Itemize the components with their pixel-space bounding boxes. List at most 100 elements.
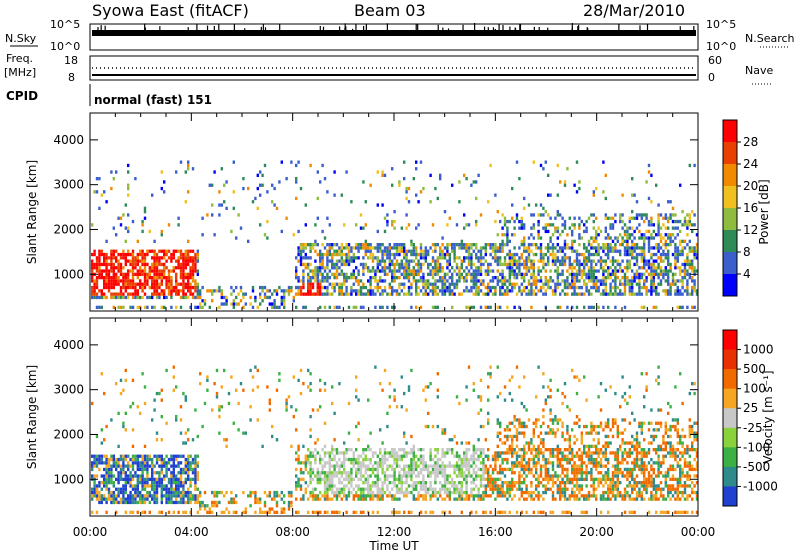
data-cell — [475, 219, 478, 224]
data-cell — [441, 282, 444, 286]
data-cell — [683, 289, 687, 293]
nsky-spike — [447, 28, 450, 31]
data-cell — [333, 411, 336, 415]
data-cell — [309, 388, 312, 392]
data-cell — [405, 262, 408, 267]
data-cell — [592, 239, 595, 243]
data-cell — [220, 167, 223, 171]
data-cell — [403, 481, 406, 485]
data-cell — [515, 418, 519, 422]
data-cell — [129, 497, 132, 501]
data-cell — [95, 494, 99, 498]
data-cell — [506, 461, 509, 465]
data-cell — [429, 451, 432, 455]
data-cell — [110, 494, 113, 498]
data-cell — [494, 193, 497, 197]
data-cell — [177, 510, 180, 514]
data-cell — [506, 428, 509, 432]
data-cell — [448, 490, 451, 495]
data-cell — [506, 219, 509, 224]
data-cell — [463, 259, 466, 263]
data-cell — [326, 266, 329, 270]
data-cell — [153, 289, 156, 293]
data-cell — [410, 490, 413, 495]
data-cell — [393, 305, 396, 309]
data-cell — [595, 229, 598, 234]
data-cell — [381, 388, 384, 392]
data-cell — [530, 226, 533, 230]
data-cell — [520, 262, 523, 267]
data-cell — [338, 282, 341, 286]
data-cell — [638, 282, 641, 286]
data-cell — [319, 497, 322, 501]
data-cell — [472, 454, 475, 458]
data-cell — [496, 256, 499, 260]
data-cell — [386, 266, 389, 270]
data-cell — [364, 494, 367, 498]
data-cell — [506, 424, 509, 429]
data-cell — [525, 266, 528, 270]
data-cell — [170, 282, 173, 286]
nsky-spike — [494, 28, 496, 31]
data-cell — [429, 448, 432, 452]
data-cell — [158, 276, 161, 280]
data-cell — [184, 500, 187, 505]
data-cell — [645, 213, 648, 217]
data-cell — [587, 266, 591, 270]
data-cell — [295, 180, 298, 184]
data-cell — [443, 252, 447, 257]
data-cell — [592, 279, 595, 283]
data-cell — [155, 262, 159, 267]
data-cell — [271, 302, 274, 306]
data-cell — [693, 282, 696, 286]
data-cell — [131, 219, 135, 224]
data-cell — [187, 282, 190, 286]
data-cell — [119, 272, 123, 276]
data-cell — [189, 266, 192, 270]
data-cell — [443, 428, 447, 432]
data-cell — [611, 272, 615, 276]
data-cell — [554, 246, 557, 250]
data-cell — [503, 398, 507, 402]
data-cell — [479, 279, 483, 283]
data-cell — [434, 243, 437, 247]
data-cell — [388, 395, 391, 399]
data-cell — [179, 249, 183, 253]
data-cell — [119, 256, 123, 260]
data-cell — [412, 461, 415, 465]
data-cell — [532, 259, 535, 263]
data-cell — [232, 421, 235, 425]
data-cell — [393, 474, 396, 478]
data-cell — [544, 229, 547, 234]
data-cell — [299, 477, 303, 481]
data-cell — [467, 448, 471, 452]
data-cell — [369, 494, 372, 498]
data-cell — [359, 262, 363, 267]
data-cell — [477, 269, 480, 273]
data-cell — [398, 490, 401, 495]
data-cell — [338, 471, 341, 475]
data-cell — [93, 487, 96, 491]
data-cell — [333, 170, 336, 174]
data-cell — [590, 262, 593, 267]
data-cell — [487, 305, 490, 309]
data-cell — [439, 173, 442, 177]
data-cell — [458, 494, 461, 498]
data-cell — [134, 262, 137, 267]
data-cell — [141, 272, 144, 276]
data-cell — [487, 398, 490, 402]
data-cell — [143, 216, 147, 220]
data-cell — [443, 471, 447, 475]
data-cell — [674, 282, 677, 286]
data-cell — [345, 457, 348, 462]
data-cell — [434, 481, 437, 485]
data-cell — [369, 243, 372, 247]
data-cell — [256, 385, 259, 389]
data-cell — [609, 259, 612, 263]
data-cell — [496, 262, 499, 267]
data-cell — [472, 276, 475, 280]
data-cell — [170, 305, 173, 309]
data-cell — [515, 451, 519, 455]
data-cell — [256, 206, 259, 210]
data-cell — [153, 269, 156, 273]
